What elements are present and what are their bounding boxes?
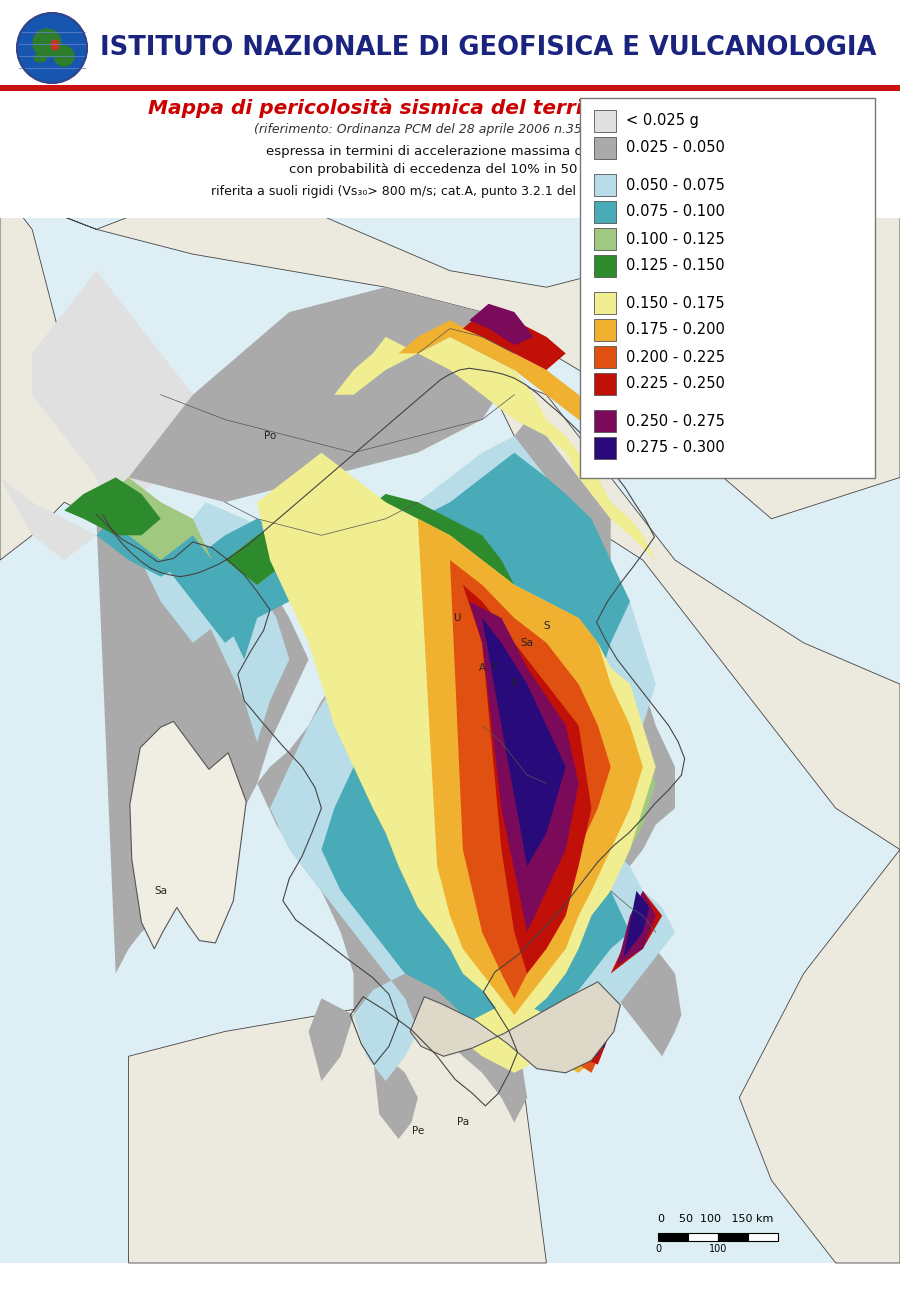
Bar xyxy=(688,1233,718,1241)
Text: A  F: A F xyxy=(479,663,499,672)
Text: riferita a suoli rigidi (Vs₃₀> 800 m/s; cat.A, punto 3.2.1 del D.M. 14.09.2005): riferita a suoli rigidi (Vs₃₀> 800 m/s; … xyxy=(212,185,688,197)
Bar xyxy=(594,437,616,460)
Polygon shape xyxy=(130,721,247,949)
Bar xyxy=(594,373,616,395)
Bar xyxy=(594,410,616,432)
Text: 0.175 - 0.200: 0.175 - 0.200 xyxy=(626,323,725,337)
Polygon shape xyxy=(129,288,514,503)
Bar xyxy=(594,255,616,277)
Polygon shape xyxy=(96,420,681,1138)
Polygon shape xyxy=(96,503,225,584)
Ellipse shape xyxy=(51,39,59,50)
Polygon shape xyxy=(450,337,579,420)
Text: con probabilità di eccedenza del 10% in 50 anni: con probabilità di eccedenza del 10% in … xyxy=(289,164,611,176)
Polygon shape xyxy=(161,453,630,1032)
Polygon shape xyxy=(469,601,579,932)
Bar xyxy=(594,347,616,368)
Text: 0.250 - 0.275: 0.250 - 0.275 xyxy=(626,414,725,428)
Polygon shape xyxy=(463,312,566,370)
Polygon shape xyxy=(482,618,566,867)
Circle shape xyxy=(54,46,74,66)
Bar xyxy=(748,1233,778,1241)
Bar xyxy=(0,188,900,1263)
Polygon shape xyxy=(739,850,900,1263)
Polygon shape xyxy=(64,478,161,536)
Polygon shape xyxy=(0,188,129,561)
Bar xyxy=(0,91,900,218)
Text: 0.075 - 0.100: 0.075 - 0.100 xyxy=(626,205,725,219)
Text: ISTITUTO NAZIONALE DI GEOFISICA E VULCANOLOGIA: ISTITUTO NAZIONALE DI GEOFISICA E VULCAN… xyxy=(100,35,877,60)
Bar xyxy=(594,228,616,249)
Text: 0.225 - 0.250: 0.225 - 0.250 xyxy=(626,377,725,391)
Text: S: S xyxy=(543,621,550,632)
Text: Mappa di pericolosità sismica del territorio nazionale: Mappa di pericolosità sismica del territ… xyxy=(148,98,752,118)
Text: 0.050 - 0.075: 0.050 - 0.075 xyxy=(626,177,725,193)
Text: Po: Po xyxy=(264,431,276,441)
Text: espressa in termini di accelerazione massima del suolo: espressa in termini di accelerazione mas… xyxy=(266,144,634,158)
Bar xyxy=(594,319,616,341)
Polygon shape xyxy=(566,726,656,892)
Polygon shape xyxy=(129,998,546,1263)
Text: < 0.025 g: < 0.025 g xyxy=(626,113,699,129)
Text: Pa: Pa xyxy=(457,1117,469,1128)
Text: Pe: Pe xyxy=(411,1125,424,1136)
Polygon shape xyxy=(611,892,662,973)
Polygon shape xyxy=(437,584,566,726)
Polygon shape xyxy=(0,270,193,561)
Polygon shape xyxy=(546,998,611,1073)
Bar xyxy=(594,137,616,159)
Polygon shape xyxy=(410,982,620,1073)
Polygon shape xyxy=(585,1007,611,1056)
Text: 0.275 - 0.300: 0.275 - 0.300 xyxy=(626,440,725,456)
Polygon shape xyxy=(129,436,675,1081)
Polygon shape xyxy=(0,188,900,519)
Polygon shape xyxy=(624,892,649,957)
Polygon shape xyxy=(418,519,643,1015)
Text: 0.025 - 0.050: 0.025 - 0.050 xyxy=(626,140,725,155)
Polygon shape xyxy=(463,584,591,973)
Polygon shape xyxy=(96,519,270,701)
Polygon shape xyxy=(566,1015,611,1073)
Text: Sa: Sa xyxy=(154,886,167,895)
Polygon shape xyxy=(579,1015,611,1065)
Ellipse shape xyxy=(34,54,46,62)
Polygon shape xyxy=(399,320,611,453)
Polygon shape xyxy=(450,561,611,998)
Bar xyxy=(580,98,875,478)
Polygon shape xyxy=(482,370,900,850)
Polygon shape xyxy=(84,478,212,561)
Text: 0.200 - 0.225: 0.200 - 0.225 xyxy=(626,349,725,365)
Text: P: P xyxy=(511,679,517,689)
Text: 0    50  100   150 km: 0 50 100 150 km xyxy=(658,1215,773,1224)
Polygon shape xyxy=(591,1007,611,1048)
Bar xyxy=(0,85,900,91)
Bar xyxy=(594,201,616,223)
Text: Sa: Sa xyxy=(520,638,534,647)
Bar xyxy=(658,1233,688,1241)
Polygon shape xyxy=(334,337,656,561)
Bar xyxy=(0,0,900,85)
Bar xyxy=(594,291,616,314)
Polygon shape xyxy=(617,892,656,965)
Text: 0.100 - 0.125: 0.100 - 0.125 xyxy=(626,231,725,247)
Polygon shape xyxy=(193,494,514,618)
Polygon shape xyxy=(450,998,566,1073)
Text: 100: 100 xyxy=(709,1243,727,1254)
Text: (riferimento: Ordinanza PCM del 28 aprile 2006 n.3519, All.1b): (riferimento: Ordinanza PCM del 28 april… xyxy=(254,123,646,137)
Polygon shape xyxy=(469,303,534,345)
Circle shape xyxy=(17,13,87,83)
Circle shape xyxy=(33,29,61,56)
Polygon shape xyxy=(257,453,656,1032)
Bar xyxy=(594,175,616,196)
Text: 0.125 - 0.150: 0.125 - 0.150 xyxy=(626,259,725,273)
Polygon shape xyxy=(225,503,591,784)
Text: 0.150 - 0.175: 0.150 - 0.175 xyxy=(626,295,725,310)
Bar xyxy=(718,1233,748,1241)
Bar xyxy=(594,110,616,133)
Text: U: U xyxy=(453,613,460,622)
Text: 0: 0 xyxy=(655,1243,661,1254)
